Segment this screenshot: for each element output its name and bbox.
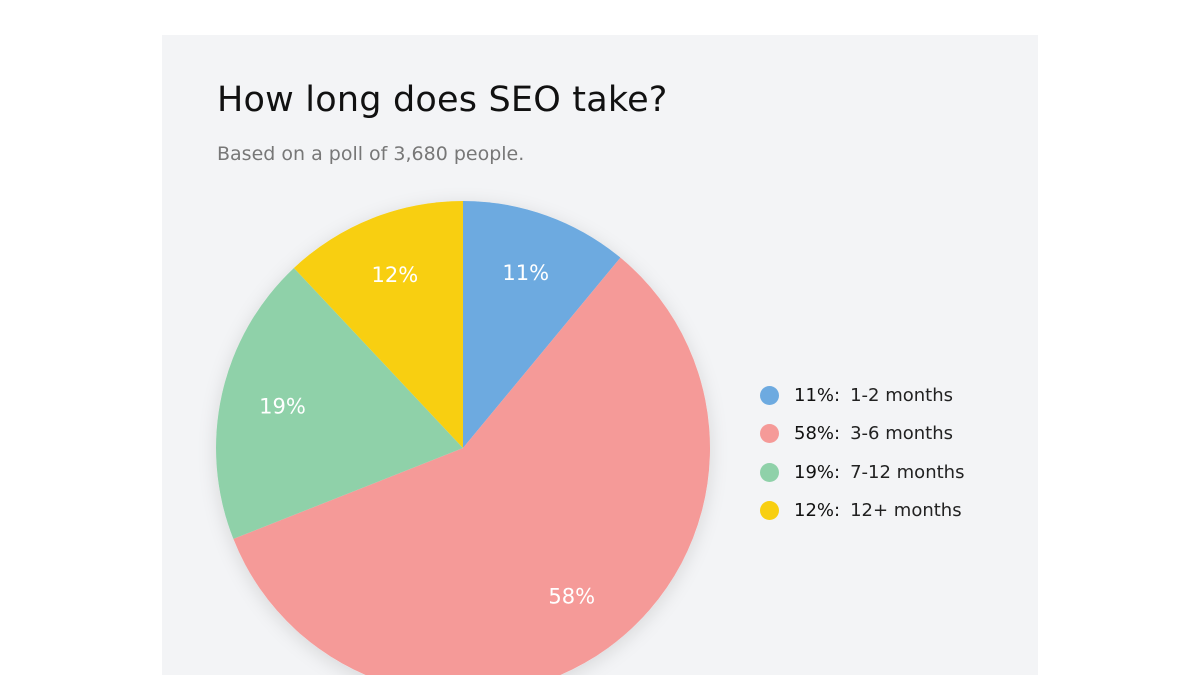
legend-percent: 19%: — [794, 461, 841, 483]
legend-item: 11%: 1-2 months — [760, 376, 964, 415]
legend-percent: 58%: — [794, 423, 841, 445]
legend-label: 12+ months — [850, 500, 962, 522]
legend-swatch — [760, 424, 779, 444]
pie-chart: 11% 58% 19% 12% — [216, 201, 710, 675]
pie-slice — [233, 257, 710, 675]
legend-label: 3-6 months — [850, 423, 953, 445]
slice-value-label: 58% — [548, 585, 595, 609]
legend-label: 7-12 months — [850, 461, 965, 483]
chart-subtitle: Based on a poll of 3,680 people. — [217, 143, 525, 165]
legend-label: 1-2 months — [850, 384, 953, 406]
legend-item: 58%: 3-6 months — [760, 415, 964, 454]
chart-title: How long does SEO take? — [217, 80, 668, 120]
legend-swatch — [760, 462, 779, 482]
legend-swatch — [760, 385, 779, 405]
pie-slice — [463, 201, 621, 448]
pie-slice — [293, 201, 463, 448]
legend-item: 19%: 7-12 months — [760, 453, 964, 492]
legend-item: 12%: 12+ months — [760, 492, 964, 531]
legend-swatch — [760, 501, 779, 521]
slice-value-label: 12% — [372, 263, 419, 287]
pie-slice — [216, 267, 463, 539]
slice-value-label: 11% — [502, 261, 549, 285]
legend-percent: 12%: — [794, 500, 841, 522]
chart-legend: 11%: 1-2 months 58%: 3-6 months 19%: 7-1… — [760, 376, 964, 530]
slice-value-label: 19% — [259, 395, 306, 419]
chart-card: How long does SEO take? Based on a poll … — [162, 35, 1038, 675]
legend-percent: 11%: — [794, 384, 841, 406]
